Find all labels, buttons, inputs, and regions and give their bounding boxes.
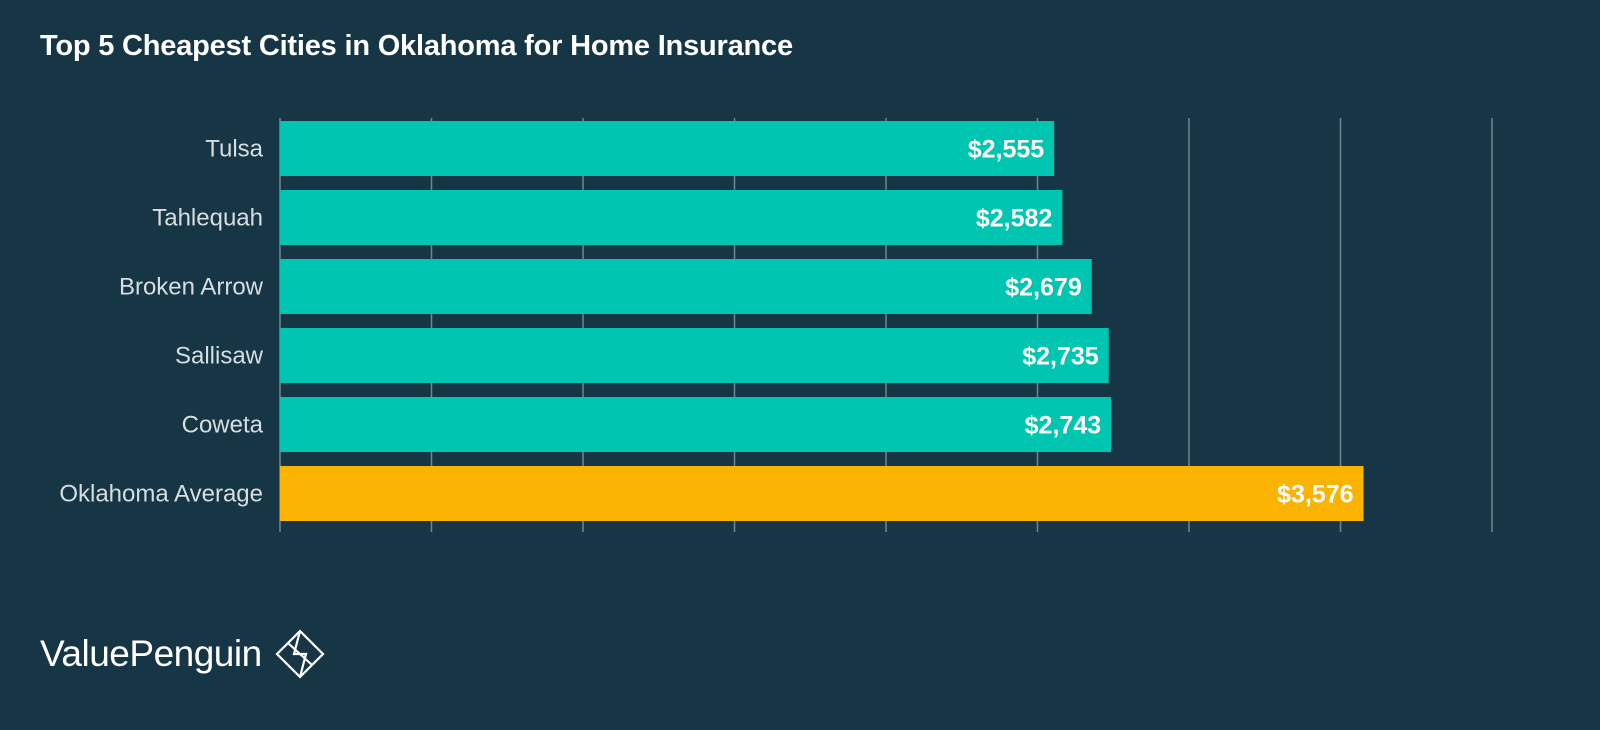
city-bar: [280, 397, 1112, 452]
category-label: Tahlequah: [152, 205, 263, 232]
category-label: Tulsa: [205, 136, 263, 163]
average-bar: [280, 466, 1364, 521]
city-bar: [280, 121, 1055, 176]
data-label: $2,743: [1025, 412, 1101, 440]
data-label: $2,679: [1005, 274, 1081, 302]
city-bar: [280, 259, 1092, 314]
label-layer: Tulsa $2,555 Tahlequah $2,582 Broken Arrow $2…: [59, 136, 1353, 509]
city-bar: [280, 328, 1109, 383]
brand-name: ValuePenguin: [40, 633, 262, 674]
grid-layer: [279, 118, 1493, 532]
data-label: $2,555: [968, 136, 1045, 164]
city-bar: [280, 190, 1063, 245]
data-label: $3,576: [1277, 481, 1353, 509]
data-label: $2,735: [1022, 343, 1099, 371]
bar-layer: [280, 121, 1364, 521]
category-label: Oklahoma Average: [59, 481, 263, 508]
category-label: Sallisaw: [175, 343, 264, 370]
diamond-logo-icon: [275, 629, 325, 679]
category-label: Broken Arrow: [119, 274, 264, 301]
chart-title: Top 5 Cheapest Cities in Oklahoma for Ho…: [40, 30, 793, 62]
brand-mark: ValuePenguin: [40, 628, 326, 680]
category-label: Coweta: [182, 412, 264, 439]
data-label: $2,582: [976, 205, 1052, 233]
